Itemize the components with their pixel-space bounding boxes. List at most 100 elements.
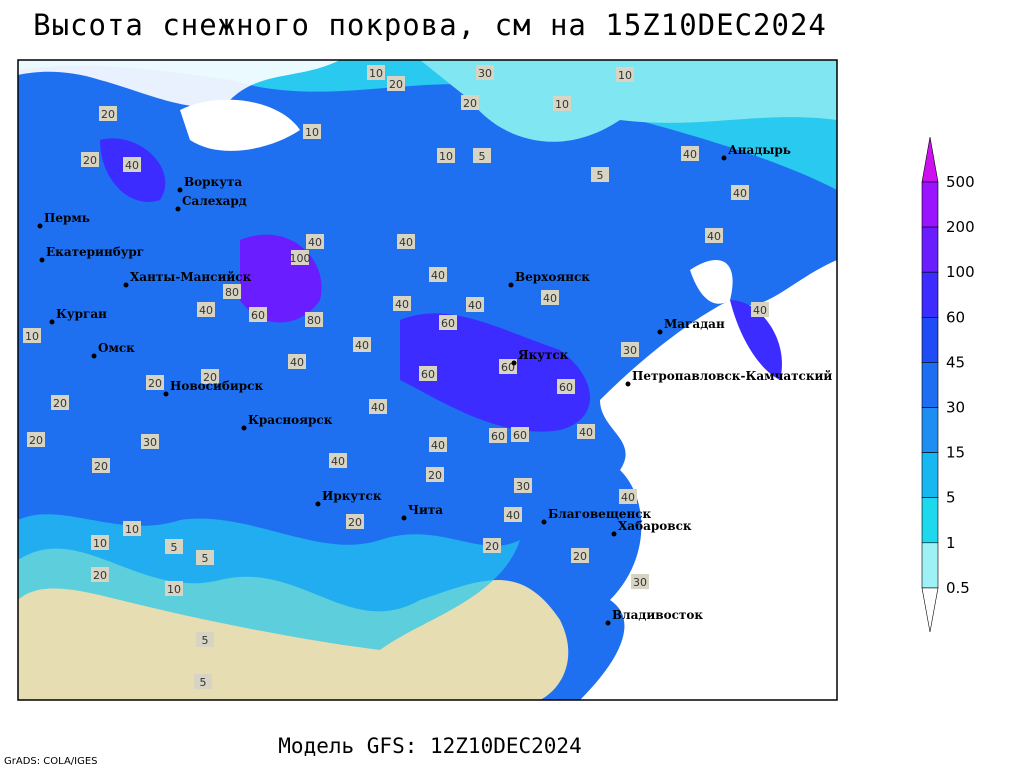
contour-label-bg — [426, 467, 444, 482]
contour-label-bg — [367, 65, 385, 80]
city-label: Магадан — [664, 317, 725, 331]
legend-box — [921, 497, 939, 544]
contour-label-bg — [511, 427, 529, 442]
contour-label: 10 — [25, 330, 39, 343]
contour-label: 10 — [439, 150, 453, 163]
contour-labels: 10 30 20 10 20 10 10 10 5 5 20 40 40 40 40 40 100 40 40 40 4… — [23, 65, 769, 689]
contour-label-bg — [353, 337, 371, 352]
contour-label: 20 — [573, 550, 587, 563]
contour-label: 10 — [618, 69, 632, 82]
title: Высота снежного покрова, см на 15Z10DEC2… — [33, 8, 827, 42]
contour-label: 10 — [125, 523, 139, 536]
contour-label: 40 — [399, 236, 413, 249]
contour-label-bg — [303, 124, 321, 139]
city-dot — [625, 381, 631, 387]
city-label: Владивосток — [612, 608, 703, 622]
legend-label: 100 — [946, 263, 975, 281]
contour-label-bg — [329, 453, 347, 468]
contour-label: 10 — [93, 537, 107, 550]
legend-label: 0.5 — [946, 579, 970, 597]
contour-label-bg — [305, 312, 323, 327]
cities: Анадырь Воркута Салехард Пермь Екатеринбург Х… — [37, 143, 832, 626]
contour-label: 40 — [579, 426, 593, 439]
contour-label: 40 — [683, 148, 697, 161]
contour-label: 40 — [431, 269, 445, 282]
city-dot — [401, 515, 407, 521]
contour-label-bg — [557, 379, 575, 394]
contour-label-bg — [483, 538, 501, 553]
contour-label-bg — [393, 296, 411, 311]
contour-label-bg — [619, 489, 637, 504]
contour-label: 20 — [94, 460, 108, 473]
contour-label-bg — [387, 76, 405, 91]
legend-box — [921, 226, 939, 273]
contour-label-bg — [196, 550, 214, 565]
contour-label-bg — [346, 514, 364, 529]
city-label: Салехард — [182, 194, 247, 208]
contour-label-bg — [196, 632, 214, 647]
legend-arrow-bottom — [921, 587, 939, 633]
contour-label: 60 — [421, 368, 435, 381]
city-label: Ханты-Мансийск — [130, 270, 252, 284]
city-dot — [721, 155, 727, 161]
contour-label-bg — [751, 302, 769, 317]
contour-label: 20 — [101, 108, 115, 121]
contour-label: 20 — [53, 397, 67, 410]
city-label: Екатеринбург — [46, 245, 144, 259]
contour-label: 10 — [369, 67, 383, 80]
contour-label: 60 — [441, 317, 455, 330]
city-label: Анадырь — [728, 143, 791, 157]
contour-label-bg — [291, 250, 309, 265]
contour-label-bg — [123, 521, 141, 536]
city-label: Верхоянск — [515, 270, 590, 284]
contour-label: 40 — [753, 304, 767, 317]
okhotsk — [690, 260, 733, 304]
contour-label: 20 — [83, 154, 97, 167]
contour-label-bg — [591, 167, 609, 182]
thin-snow — [18, 514, 520, 650]
city-dot — [163, 391, 169, 397]
contour-label: 20 — [428, 469, 442, 482]
contour-label-bg — [571, 548, 589, 563]
contour-label-bg — [681, 146, 699, 161]
contour-label: 40 — [308, 236, 322, 249]
deep-snow — [400, 313, 590, 432]
contour-label-bg — [553, 96, 571, 111]
city-label: Новосибирск — [170, 379, 263, 393]
contour-label: 60 — [251, 309, 265, 322]
map-frame — [17, 59, 838, 701]
contour-label: 20 — [389, 78, 403, 91]
contour-label: 20 — [348, 516, 362, 529]
contour-label: 60 — [491, 430, 505, 443]
contour-label: 80 — [225, 286, 239, 299]
contour-label-bg — [489, 428, 507, 443]
contour-label: 20 — [463, 97, 477, 110]
contour-label: 100 — [290, 252, 311, 265]
legend-label: 45 — [946, 353, 965, 371]
contour-label-bg — [165, 581, 183, 596]
legend-box — [921, 362, 939, 408]
contour-label: 40 — [395, 298, 409, 311]
city-dot — [39, 257, 45, 263]
legend-label: 500 — [946, 173, 975, 191]
contour-label-bg — [165, 539, 183, 554]
contour-label-bg — [141, 434, 159, 449]
contour-label-bg — [514, 478, 532, 493]
contour-label: 40 — [199, 304, 213, 317]
legend-arrow-top — [921, 136, 939, 183]
legend-box — [921, 542, 939, 589]
city-label: Петропавловск-Камчатский — [632, 369, 832, 383]
city-dot — [123, 282, 129, 288]
contour-label-bg — [91, 535, 109, 550]
city-label: Омск — [98, 341, 135, 355]
contour-label-bg — [123, 157, 141, 172]
contour-label: 30 — [143, 436, 157, 449]
contour-label: 40 — [371, 401, 385, 414]
legend-box — [921, 181, 939, 228]
subtitle: Модель GFS: 12Z10DEC2024 — [278, 734, 581, 758]
legend-label: 15 — [946, 444, 965, 462]
legend-label: 1 — [946, 534, 956, 552]
contour-label-bg — [92, 458, 110, 473]
contour-label-bg — [541, 290, 559, 305]
